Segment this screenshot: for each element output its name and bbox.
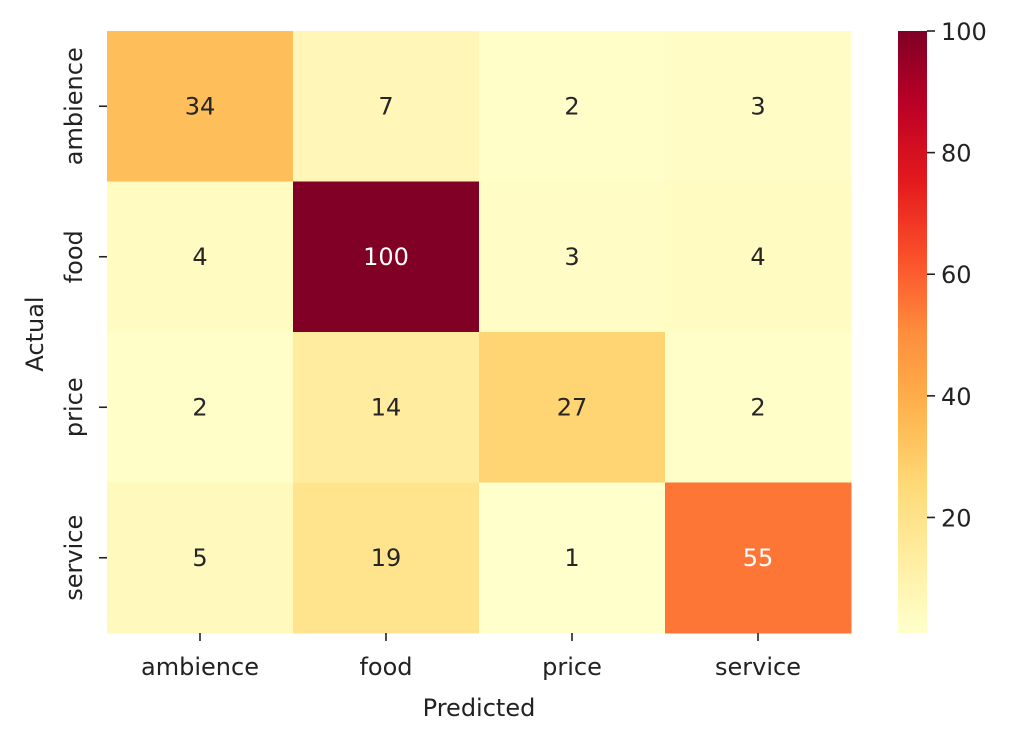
colorbar-tick-label: 40 (941, 383, 972, 411)
cell-value-label: 7 (378, 92, 393, 120)
heatmap-cell (107, 332, 294, 483)
heatmap-cell (293, 332, 480, 483)
x-tick-label: service (715, 653, 801, 681)
y-axis: ambience food price service (60, 47, 107, 601)
cell-value-label: 34 (185, 92, 216, 120)
heatmap-cell-labels: 34 7 2 34 100 3 42 14 27 25 19 1 55 (185, 92, 774, 572)
y-tick-label: food (60, 230, 88, 283)
colorbar-tick-label: 100 (941, 18, 987, 46)
cell-value-label: 55 (743, 544, 774, 572)
cell-value-label: 19 (371, 544, 402, 572)
heatmap-cell (479, 31, 666, 182)
heatmap-cell (665, 181, 852, 333)
cell-value-label: 1 (564, 544, 579, 572)
cell-value-label: 3 (564, 243, 579, 271)
cell-value-label: 5 (192, 544, 207, 572)
colorbar-tick-label: 80 (941, 140, 972, 168)
x-axis: ambience food price service (141, 633, 801, 681)
x-tick-label: food (359, 653, 412, 681)
y-tick-label: price (60, 377, 88, 437)
colorbar-ticks: 20 40 60 80 100 (927, 18, 987, 532)
colorbar-tick-label: 60 (941, 261, 972, 289)
cell-value-label: 14 (371, 393, 402, 421)
cell-value-label: 3 (750, 92, 765, 120)
heatmap-cell (107, 31, 294, 182)
heatmap-cell (665, 482, 852, 634)
y-tick-label: service (60, 515, 88, 601)
cell-value-label: 100 (363, 243, 409, 271)
heatmap-cell (479, 181, 666, 333)
cell-value-label: 27 (557, 393, 588, 421)
heatmap-cells (107, 31, 852, 634)
heatmap-cell (293, 31, 480, 182)
heatmap-cell (107, 482, 294, 634)
x-tick-label: price (542, 653, 602, 681)
cell-value-label: 2 (564, 92, 579, 120)
x-axis-title: Predicted (423, 694, 536, 722)
y-tick-label: ambience (60, 47, 88, 165)
y-axis-title: Actual (21, 296, 49, 371)
heatmap-cell (665, 31, 852, 182)
heatmap-cell (665, 332, 852, 483)
cell-value-label: 4 (750, 243, 765, 271)
heatmap-cell (293, 482, 480, 634)
heatmap-cell (479, 332, 666, 483)
cell-value-label: 2 (750, 393, 765, 421)
heatmap-cell (107, 181, 294, 333)
heatmap-cell (293, 181, 480, 333)
cell-value-label: 4 (192, 243, 207, 271)
cell-value-label: 2 (192, 393, 207, 421)
colorbar-tick-label: 20 (941, 504, 972, 532)
heatmap-cell (479, 482, 666, 634)
colorbar (898, 31, 927, 633)
x-tick-label: ambience (141, 653, 259, 681)
